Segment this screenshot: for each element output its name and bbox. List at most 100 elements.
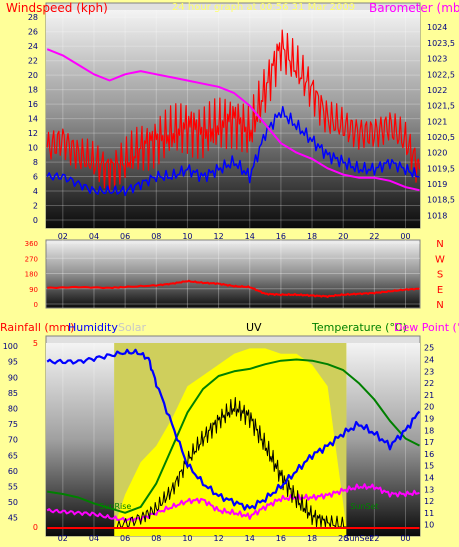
humidity-tick-label: 75: [8, 420, 18, 429]
humidity-tick-label: 90: [8, 373, 18, 382]
barometer-tick-label: 1019: [427, 180, 447, 189]
barometer-axis-title: Barometer (mb): [369, 1, 459, 15]
direction-letter: W: [435, 254, 445, 265]
uv-line: [116, 397, 347, 528]
windspeed-tick-label: 10: [28, 144, 38, 153]
direction-letter: S: [437, 270, 443, 281]
windspeed-tick-label: 14: [28, 115, 38, 124]
bottom-x-tick-label: 10: [182, 534, 192, 543]
average-wind-line: [46, 106, 420, 197]
barometer-tick-label: 1019,5: [427, 164, 455, 173]
temperature-tick-label: 24: [424, 356, 434, 365]
legend-temperature: Temperature (°C): [311, 321, 407, 334]
barometer-tick-label: 1018: [427, 211, 447, 220]
bottom-x-tick-label: 08: [151, 534, 161, 543]
direction-letter: E: [437, 285, 443, 296]
bottom-x-tick-label: 14: [245, 534, 255, 543]
temperature-tick-label: 11: [424, 509, 434, 518]
wind-x-tick-label: 22: [369, 232, 379, 241]
temperature-tick-label: 14: [424, 473, 434, 482]
legend-rainfall: Rainfall (mm): [0, 321, 74, 334]
barometer-tick-label: 1021: [427, 117, 447, 126]
wind-x-tick-label: 14: [245, 232, 255, 241]
sunrise-label: SunRise: [99, 502, 131, 511]
humidity-tick-label: 55: [8, 482, 18, 491]
bottom-x-tick-label: 00: [400, 534, 410, 543]
windspeed-tick-label: 8: [33, 158, 38, 167]
temperature-tick-label: 12: [424, 497, 434, 506]
humidity-tick-label: 95: [8, 358, 18, 367]
bottom-x-tick-label: 18: [307, 534, 317, 543]
bottom-x-tick-label: 02: [58, 534, 68, 543]
direction-letter: N: [436, 300, 443, 311]
barometer-tick-label: 1022,5: [427, 70, 455, 79]
wind-x-tick-label: 12: [213, 232, 223, 241]
legend-dew-point: Dew Point (°C): [394, 321, 459, 334]
barometer-line: [46, 48, 420, 192]
humidity-tick-label: 60: [8, 467, 18, 476]
legend-solar: Solar: [118, 321, 147, 334]
temperature-tick-label: 18: [424, 426, 434, 435]
rain-tick-label: 5: [33, 339, 38, 348]
windspeed-tick-label: 4: [33, 187, 38, 196]
direction-tick-label: 180: [25, 271, 38, 279]
temperature-tick-label: 19: [424, 414, 434, 423]
wind-x-tick-label: 06: [120, 232, 130, 241]
axis-label-layer: 024681012141618202224262810181018,510191…: [3, 13, 455, 543]
windspeed-tick-label: 16: [28, 100, 38, 109]
barometer-tick-label: 1018,5: [427, 196, 455, 205]
humidity-line: [46, 348, 421, 511]
bottom-x-tick-label: 16: [276, 534, 286, 543]
temperature-tick-label: 10: [424, 521, 434, 530]
temperature-tick-label: 21: [424, 391, 434, 400]
barometer-tick-label: 1023,5: [427, 39, 455, 48]
windspeed-tick-label: 22: [28, 57, 38, 66]
direction-tick-label: 90: [29, 286, 38, 294]
windspeed-tick-label: 28: [28, 13, 38, 22]
windspeed-axis-title: Windspeed (kph): [6, 1, 108, 15]
temperature-tick-label: 23: [424, 367, 434, 376]
humidity-tick-label: 85: [8, 389, 18, 398]
barometer-tick-label: 1020: [427, 149, 447, 158]
rain-tick-label: 0: [33, 523, 38, 532]
barometer-tick-label: 1022: [427, 86, 447, 95]
dew-point-line: [46, 483, 420, 523]
bottom-x-tick-label: 20: [338, 534, 348, 543]
wind-x-tick-label: 00: [400, 232, 410, 241]
wind-x-tick-label: 02: [58, 232, 68, 241]
direction-tick-label: 270: [25, 255, 38, 263]
windspeed-tick-label: 0: [33, 216, 38, 225]
direction-tick-label: 360: [25, 240, 38, 248]
bottom-x-tick-label: 06: [120, 534, 130, 543]
temperature-tick-label: 17: [424, 438, 434, 447]
barometer-tick-label: 1023: [427, 55, 447, 64]
temperature-tick-label: 20: [424, 403, 434, 412]
humidity-tick-label: 45: [8, 514, 18, 523]
temperature-tick-label: 22: [424, 379, 434, 388]
windspeed-tick-label: 12: [28, 129, 38, 138]
chart-subtitle: 24 hour graph at 00:56 31 Mar 2009: [172, 2, 355, 13]
bottom-x-tick-label: 04: [89, 534, 99, 543]
wind-x-tick-label: 16: [276, 232, 286, 241]
direction-letter: N: [436, 239, 443, 250]
windspeed-tick-label: 18: [28, 86, 38, 95]
humidity-tick-label: 70: [8, 436, 18, 445]
barometer-tick-label: 1021,5: [427, 102, 455, 111]
solar-area: [114, 343, 347, 527]
temperature-tick-label: 25: [424, 344, 434, 353]
legend-uv: UV: [246, 321, 262, 334]
legend-humidity: Humidity: [68, 321, 118, 334]
wind-x-tick-label: 20: [338, 232, 348, 241]
direction-tick-label: 0: [34, 301, 38, 309]
wind-x-tick-label: 10: [182, 232, 192, 241]
temperature-tick-label: 15: [424, 462, 434, 471]
wind-x-tick-label: 04: [89, 232, 99, 241]
windspeed-tick-label: 24: [28, 42, 38, 51]
windspeed-tick-label: 2: [33, 202, 38, 211]
direction-panel-frame: [45, 239, 421, 309]
bottom-x-tick-label: 12: [213, 534, 223, 543]
sunset-label: SunSet: [350, 502, 378, 511]
series-layer: [46, 29, 421, 529]
